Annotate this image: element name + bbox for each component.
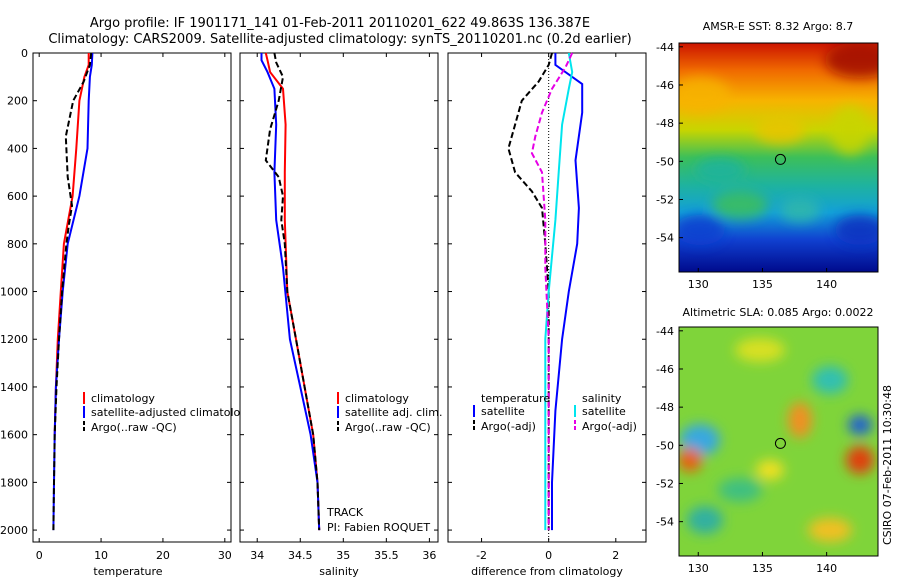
map-x-tick-label: 130 bbox=[688, 278, 709, 291]
map-x-tick-label: 135 bbox=[752, 562, 773, 575]
legend-label-satellite: satellite-adjusted climatology bbox=[91, 406, 254, 419]
csiro-side-label: CSIRO 07-Feb-2011 10:30:48 bbox=[881, 385, 894, 545]
y-tick-label: 200 bbox=[7, 95, 28, 108]
x-tick-label: 34 bbox=[250, 549, 264, 562]
figure-title-line2: Climatology: CARS2009. Satellite-adjuste… bbox=[48, 32, 631, 47]
temperature-xlabel: temperature bbox=[93, 565, 162, 578]
legend-label-sal-argo: Argo(-adj) bbox=[582, 420, 637, 433]
x-tick-label: 2 bbox=[612, 549, 619, 562]
sst-map-frame bbox=[678, 42, 879, 273]
sla-argo-marker bbox=[774, 437, 786, 449]
map-y-tick-label: -54 bbox=[656, 516, 674, 529]
x-tick-label: 35.5 bbox=[374, 549, 399, 562]
map-y-tick-label: -44 bbox=[656, 325, 674, 338]
pi-annotation: PI: Fabien ROQUET bbox=[327, 521, 430, 534]
legend-label-climatology: climatology bbox=[91, 392, 155, 405]
map-y-tick-label: -46 bbox=[656, 363, 674, 376]
y-tick-label: 800 bbox=[7, 238, 28, 251]
difference-xlabel: difference from climatology bbox=[471, 565, 623, 578]
x-tick-label: 34.5 bbox=[288, 549, 313, 562]
series-line-argo-raw-qc- bbox=[52, 52, 93, 531]
map-y-tick-label: -54 bbox=[656, 232, 674, 245]
legend-label-argo: Argo(..raw -QC) bbox=[345, 421, 431, 434]
sla-map-panel: Altimetric SLA: 0.085 Argo: 0.0022 130 13… bbox=[656, 306, 894, 575]
map-x-tick-label: 135 bbox=[752, 278, 773, 291]
map-x-tick-label: 140 bbox=[816, 278, 837, 291]
y-tick-label: 1600 bbox=[0, 429, 28, 442]
figure-title-line1: Argo profile: IF 1901171_141 01-Feb-2011… bbox=[90, 16, 590, 31]
legend-label-temp-argo: Argo(-adj) bbox=[481, 420, 536, 433]
salinity-xlabel: salinity bbox=[319, 565, 359, 578]
legend-heading-temperature: temperature bbox=[481, 392, 550, 405]
track-annotation: TRACK bbox=[326, 506, 364, 519]
map-x-tick-label: 140 bbox=[816, 562, 837, 575]
x-tick-label: 36 bbox=[422, 549, 436, 562]
map-x-tick-label: 130 bbox=[688, 562, 709, 575]
legend-label-sal-satellite: satellite bbox=[582, 405, 626, 418]
x-tick-label: 20 bbox=[156, 549, 170, 562]
x-tick-label: 10 bbox=[94, 549, 108, 562]
series-line-salinity-argo-adj- bbox=[530, 52, 574, 531]
series-line-salinity-satellite bbox=[544, 52, 574, 531]
legend-label-climatology: climatology bbox=[345, 392, 409, 405]
map-y-tick-label: -46 bbox=[656, 79, 674, 92]
sst-heatmap bbox=[679, 43, 878, 272]
x-tick-label: 35 bbox=[336, 549, 350, 562]
y-tick-label: 1400 bbox=[0, 381, 28, 394]
x-tick-label: 30 bbox=[218, 549, 232, 562]
salinity-panel: 34 34.5 35 35.5 36 salinity climatology sate… bbox=[239, 52, 442, 578]
temperature-legend: climatology satellite-adjusted climatolo… bbox=[83, 392, 254, 434]
legend-label-temp-satellite: satellite bbox=[481, 405, 525, 418]
map-y-tick-label: -52 bbox=[656, 193, 674, 206]
sla-map-frame bbox=[678, 326, 879, 557]
legend-label-satellite: satellite adj. clim. bbox=[345, 406, 442, 419]
x-tick-label: 0 bbox=[545, 549, 552, 562]
sst-map-panel: AMSR-E SST: 8.32 Argo: 8.7 130 135 140 -44… bbox=[656, 20, 879, 291]
sla-map-title: Altimetric SLA: 0.085 Argo: 0.0022 bbox=[682, 306, 873, 319]
difference-legend: temperature satellite Argo(-adj) salinit… bbox=[473, 392, 637, 433]
x-tick-label: -2 bbox=[476, 549, 487, 562]
x-tick-label: 0 bbox=[36, 549, 43, 562]
sst-argo-marker bbox=[774, 153, 786, 165]
map-y-tick-label: -50 bbox=[656, 439, 674, 452]
series-line-temperature-satellite bbox=[551, 53, 584, 531]
series-line-argo-raw-qc- bbox=[264, 52, 321, 531]
y-tick-label: 1800 bbox=[0, 476, 28, 489]
y-tick-label: 1200 bbox=[0, 333, 28, 346]
y-tick-label: 2000 bbox=[0, 524, 28, 537]
map-y-tick-label: -52 bbox=[656, 477, 674, 490]
map-y-tick-label: -48 bbox=[656, 401, 674, 414]
map-y-tick-label: -50 bbox=[656, 155, 674, 168]
sla-heatmap bbox=[679, 327, 878, 556]
series-line-satellite-adj-clim- bbox=[260, 53, 321, 531]
salinity-axes-frame bbox=[239, 52, 439, 543]
map-y-tick-label: -48 bbox=[656, 117, 674, 130]
y-tick-label: 400 bbox=[7, 142, 28, 155]
difference-panel: -2 0 2 difference from climatology tempera… bbox=[447, 52, 647, 578]
salinity-legend: climatology satellite adj. clim. Argo(..… bbox=[337, 392, 442, 434]
temperature-panel: 0 10 20 30 0 200 400 600 800 1000 1200 1400 1600 180… bbox=[0, 47, 254, 578]
y-tick-label: 600 bbox=[7, 190, 28, 203]
sst-map-title: AMSR-E SST: 8.32 Argo: 8.7 bbox=[703, 20, 854, 33]
y-tick-label: 1000 bbox=[0, 286, 28, 299]
y-tick-label: 0 bbox=[21, 47, 28, 60]
map-y-tick-label: -44 bbox=[656, 41, 674, 54]
legend-label-argo: Argo(..raw -QC) bbox=[91, 421, 177, 434]
legend-heading-salinity: salinity bbox=[582, 392, 622, 405]
